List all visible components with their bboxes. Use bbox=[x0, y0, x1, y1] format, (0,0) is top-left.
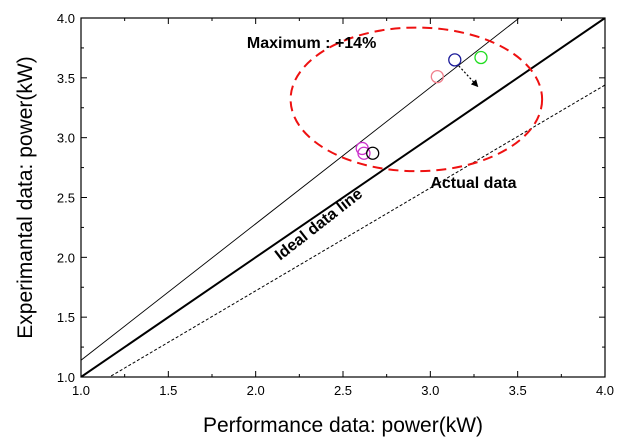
plot-content bbox=[81, 18, 605, 377]
x-tick-label: 1.5 bbox=[159, 383, 177, 398]
x-tick-label: 2.5 bbox=[334, 383, 352, 398]
y-tick-label: 4.0 bbox=[57, 11, 75, 26]
y-tick-label: 1.0 bbox=[57, 370, 75, 385]
y-tick-label: 2.5 bbox=[57, 191, 75, 206]
annotation-maximum: Maximum : +14% bbox=[247, 35, 376, 52]
chart-labels: 1.0 1.5 2.0 2.5 3.0 3.5 4.0 1.0 1.5 2.0 2.5 3.0 3.5 4… bbox=[14, 11, 614, 437]
x-tick-label: 2.0 bbox=[247, 383, 265, 398]
line-ideal bbox=[81, 18, 605, 377]
x-axis-title: Performance data: power(kW) bbox=[203, 414, 483, 437]
highlight-ellipse bbox=[289, 26, 544, 173]
deviation-arrow bbox=[458, 65, 479, 88]
y-axis-title: Experimantal data: power(kW) bbox=[14, 56, 37, 338]
annotation-actual: Actual data bbox=[430, 175, 516, 192]
data-point bbox=[366, 146, 380, 160]
x-tick-label: 3.0 bbox=[421, 383, 439, 398]
data-point bbox=[448, 53, 462, 67]
y-tick-label: 3.5 bbox=[57, 71, 75, 86]
x-tick-label: 3.5 bbox=[509, 383, 527, 398]
data-point bbox=[474, 50, 488, 65]
y-tick-label: 2.0 bbox=[57, 250, 75, 265]
y-tick-label: 3.0 bbox=[57, 131, 75, 146]
line-upper bbox=[81, 18, 520, 361]
x-tick-label: 4.0 bbox=[596, 383, 614, 398]
x-tick-label: 1.0 bbox=[72, 383, 90, 398]
axis-ticks bbox=[80, 17, 606, 378]
annotation-ideal: Ideal data line bbox=[272, 185, 366, 264]
data-point bbox=[430, 69, 444, 84]
line-lower bbox=[108, 84, 605, 377]
data-point bbox=[357, 146, 371, 160]
y-tick-label: 1.5 bbox=[57, 310, 75, 325]
